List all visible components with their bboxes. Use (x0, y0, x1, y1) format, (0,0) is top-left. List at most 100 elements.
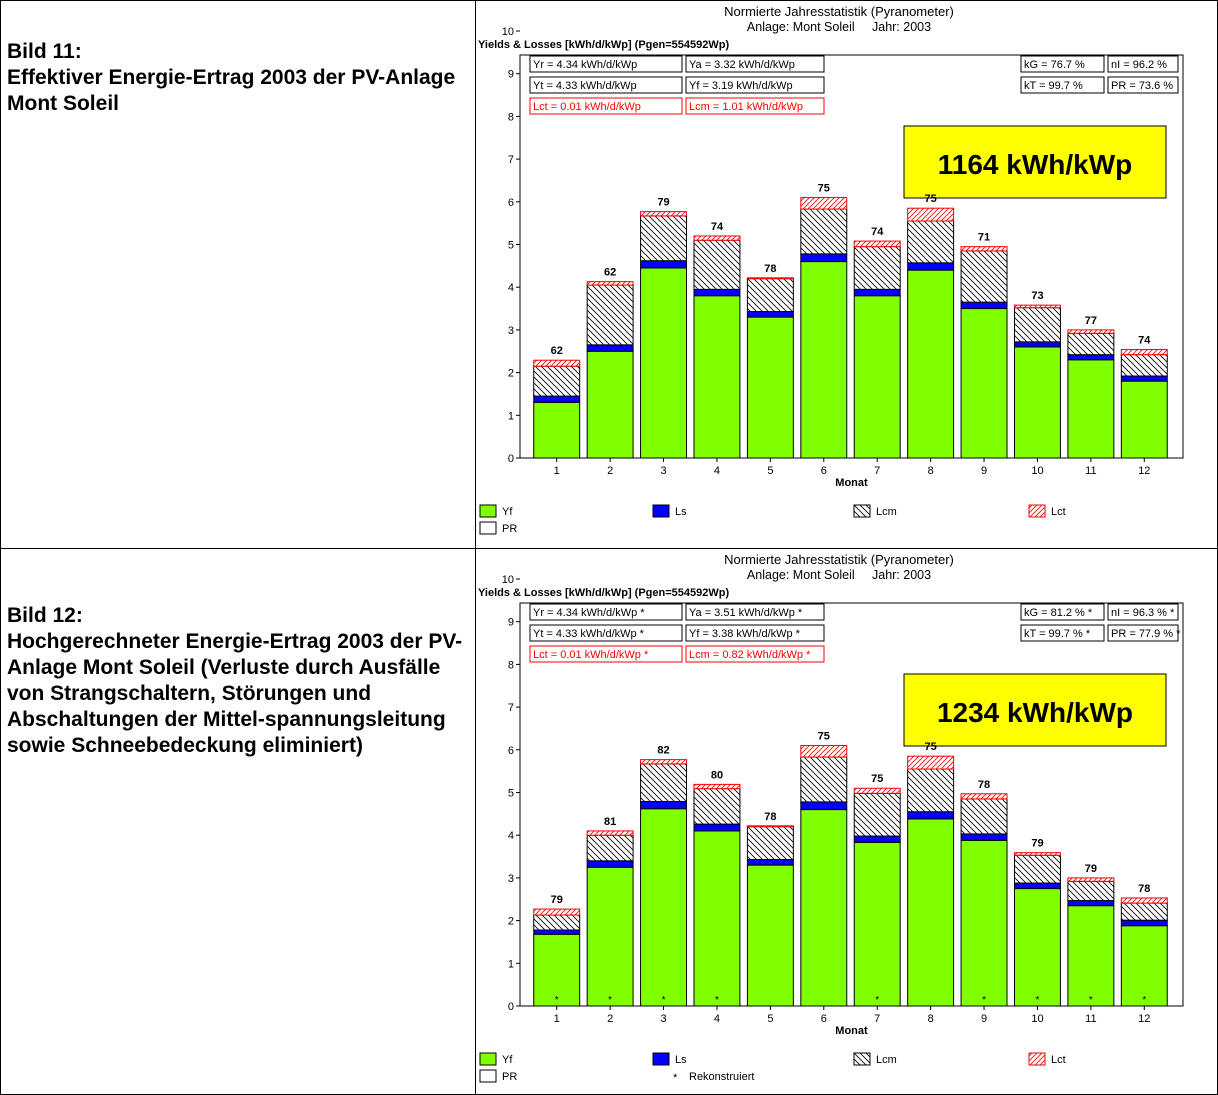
bar-ls (693, 823, 741, 832)
yield-chart-1: Normierte Jahresstatistik (Pyranometer)A… (478, 4, 1184, 535)
y-tick-label: 8 (508, 659, 514, 671)
x-tick-label: 10 (1031, 465, 1043, 477)
bar-lct (800, 745, 848, 758)
stats-box (529, 603, 683, 621)
chart-cell: Normierte Jahresstatistik (Pyranometer) A… (475, 548, 1218, 1095)
x-tick-label: 6 (821, 465, 827, 477)
stats-text: nI = 96.3 % * (1111, 607, 1175, 619)
bar-lct (800, 197, 848, 210)
bar-lct (907, 755, 955, 770)
legend-label: Lct (1051, 506, 1066, 518)
bar-lcm (1120, 354, 1168, 377)
stats-box (1020, 55, 1105, 73)
stats-text: Lcm = 0.82 kWh/d/kWp * (689, 649, 811, 661)
bar-lcm (853, 792, 901, 837)
y-tick-label: 4 (508, 282, 514, 294)
bar-lcm (800, 208, 848, 255)
stats-box (1107, 55, 1179, 73)
pr-label: 75 (925, 741, 937, 753)
caption-number: Bild 11: (7, 40, 82, 63)
legend-label: Yf (502, 1054, 513, 1066)
bar-ls (533, 395, 581, 403)
chart-subtitle: Anlage: Mont Soleil Jahr: 2003 (747, 20, 931, 34)
x-tick-label: 6 (821, 1013, 827, 1025)
pr-label: 79 (1085, 863, 1097, 875)
y-axis-label: Yields & Losses [kWh/d/kWp] (Pgen=554592… (478, 587, 729, 599)
bar-lcm (907, 220, 955, 264)
bar-ls (1120, 919, 1168, 927)
chart-title: Normierte Jahresstatistik (Pyranometer) (724, 4, 954, 19)
stats-text: Lct = 0.01 kWh/d/kWp * (533, 649, 649, 661)
bar-yf (1120, 925, 1168, 1007)
y-axis-label: Yields & Losses [kWh/d/kWp] (Pgen=554592… (478, 39, 729, 51)
x-tick-label: 10 (1031, 1013, 1043, 1025)
y-tick-label: 6 (508, 197, 514, 209)
bar-yf (1120, 380, 1168, 459)
bar-lct (1067, 329, 1115, 334)
reconstructed-marker: * (715, 995, 719, 1006)
y-tick-label: 2 (508, 916, 514, 928)
legend-label: Yf (502, 506, 513, 518)
stats-box (685, 603, 825, 621)
y-tick-label: 4 (508, 830, 514, 842)
stats-text: Ya = 3.51 kWh/d/kWp * (689, 607, 803, 619)
y-tick-label: 10 (502, 26, 514, 38)
bar-yf (586, 350, 634, 459)
legend-label: Ls (675, 506, 687, 518)
legend-label: Lcm (876, 1054, 897, 1066)
bar-ls (586, 860, 634, 868)
legend-label: PR (502, 523, 517, 535)
bar-ls (1120, 375, 1168, 382)
bar-lcm (693, 788, 741, 825)
reconstructed-marker: * (875, 995, 879, 1006)
total-yield-label: 1234 kWh/kWp (937, 697, 1133, 728)
bar-yf (853, 295, 901, 459)
stats-text: Lct = 0.01 kWh/d/kWp (533, 101, 641, 113)
y-tick-label: 8 (508, 111, 514, 123)
y-tick-label: 9 (508, 617, 514, 629)
stats-text: kG = 81.2 % * (1024, 607, 1093, 619)
legend-swatch-lcm (853, 1052, 871, 1066)
stats-box (529, 624, 683, 642)
x-tick-label: 1 (554, 1013, 560, 1025)
y-tick-label: 9 (508, 69, 514, 81)
chart-cell: Normierte Jahresstatistik (Pyranometer) A… (475, 0, 1218, 549)
legend-swatch-yf (479, 504, 497, 518)
pr-label: 75 (818, 731, 830, 743)
x-tick-label: 4 (714, 465, 720, 477)
bar-lcm (640, 215, 688, 262)
x-tick-label: 7 (874, 1013, 880, 1025)
x-tick-label: 9 (981, 465, 987, 477)
x-tick-label: 8 (928, 465, 934, 477)
bar-lct (533, 908, 581, 916)
bar-yf (746, 316, 794, 459)
yield-chart-2: Normierte Jahresstatistik (Pyranometer)A… (478, 552, 1184, 1084)
plot-frame (519, 54, 1184, 459)
plot-frame (519, 602, 1184, 1007)
bar-lct (853, 240, 901, 248)
bar-lcm (800, 756, 848, 803)
x-tick-label: 3 (660, 1013, 666, 1025)
pr-label: 81 (604, 816, 616, 828)
bar-lct (746, 825, 794, 828)
stats-box (1020, 76, 1105, 94)
stats-box (1107, 624, 1179, 642)
y-tick-label: 0 (508, 453, 514, 465)
stats-text: Yr = 4.34 kWh/d/kWp * (533, 607, 645, 619)
reconstructed-marker: * (555, 995, 559, 1006)
bar-yf (533, 401, 581, 459)
reconstructed-marker: * (662, 995, 666, 1006)
stats-text: kT = 99.7 % (1024, 80, 1083, 92)
pr-label: 74 (711, 221, 724, 233)
bar-lct (853, 787, 901, 794)
caption-text: Hochgerechneter Energie-Ertrag 2003 der … (7, 630, 463, 757)
bar-lcm (1067, 332, 1115, 356)
bar-lct (960, 246, 1008, 252)
chart-title: Normierte Jahresstatistik (Pyranometer) (724, 552, 954, 567)
bar-ls (800, 801, 848, 811)
x-tick-label: 11 (1085, 1013, 1096, 1025)
x-tick-label: 9 (981, 1013, 987, 1025)
pr-label: 79 (657, 197, 669, 209)
stats-box (685, 97, 825, 115)
bar-lcm (1120, 902, 1168, 921)
